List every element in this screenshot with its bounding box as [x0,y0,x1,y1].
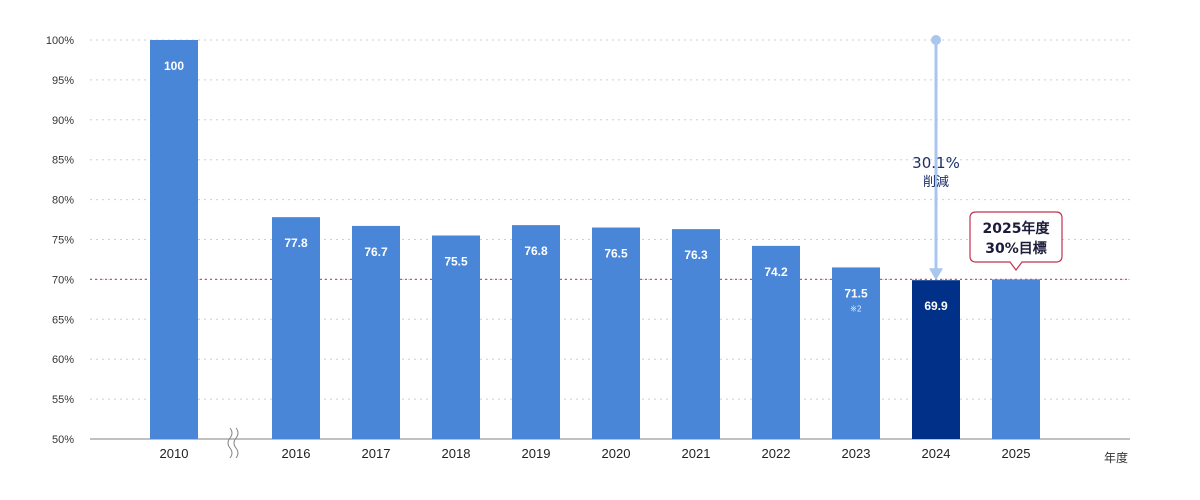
bar-value-label: 77.8 [284,236,308,250]
bar-value-label: 76.3 [684,248,708,262]
axis-break-icon [233,427,239,459]
bar-note-label: ※2 [850,304,862,313]
x-tick-label: 2016 [282,446,311,461]
y-tick-label: 80% [52,195,74,207]
bar [832,267,880,439]
bars-layer [150,40,1040,439]
bar [912,280,960,439]
bar-value-label: 71.5 [844,286,868,300]
x-tick-label: 2025 [1002,446,1031,461]
bar [752,245,800,439]
y-tick-label: 70% [52,274,74,286]
axis-break-icon [227,427,233,459]
bar-value-label: 69.9 [924,299,948,313]
y-tick-label: 90% [52,115,74,127]
x-axis-label: 年度 [1104,450,1128,465]
x-tick-label: 2020 [602,446,631,461]
y-tick-label: 95% [52,75,74,87]
y-tick-label: 75% [52,235,74,247]
reduction-value: 30.1% [912,154,960,172]
x-tick-label: 2021 [682,446,711,461]
bar-value-label: 100 [164,59,184,73]
y-tick-label: 60% [52,354,74,366]
bar-value-label: 75.5 [444,255,468,269]
bar [432,235,480,439]
y-tick-label: 85% [52,155,74,167]
labels-layer: 50% 55% 60% 65% 70% 75% 80% 85% 90% 95% 100% 100 201… [46,35,1128,465]
bar-value-label: 74.2 [764,265,788,279]
reduction-label: 削減 [923,174,949,190]
y-tick-label: 55% [52,394,74,406]
y-tick-label: 50% [52,434,74,446]
bar-value-label: 76.5 [604,247,628,261]
annotation-layer: 30.1% 削減 2025年度 30%目標 [912,35,1063,281]
bar [352,225,400,439]
target-callout [969,211,1063,271]
x-tick-label: 2017 [362,446,391,461]
bar [150,40,198,439]
bar [512,225,560,439]
bar [592,227,640,439]
bar-value-label: 76.8 [524,244,548,258]
bar [272,217,320,439]
x-tick-label: 2023 [842,446,871,461]
x-tick-label: 2019 [522,446,551,461]
target-callout-line2: 30%目標 [985,240,1047,257]
bar [672,229,720,439]
x-tick-label: 2024 [922,446,951,461]
y-tick-label: 100% [46,35,74,47]
x-tick-label: 2022 [762,446,791,461]
x-tick-label: 2018 [442,446,471,461]
target-callout-line1: 2025年度 [983,220,1051,237]
x-tick-label: 2010 [160,446,189,461]
y-tick-label: 65% [52,314,74,326]
bar-value-label: 76.7 [364,245,388,259]
arrowhead-icon [929,268,943,281]
bar [992,279,1040,439]
